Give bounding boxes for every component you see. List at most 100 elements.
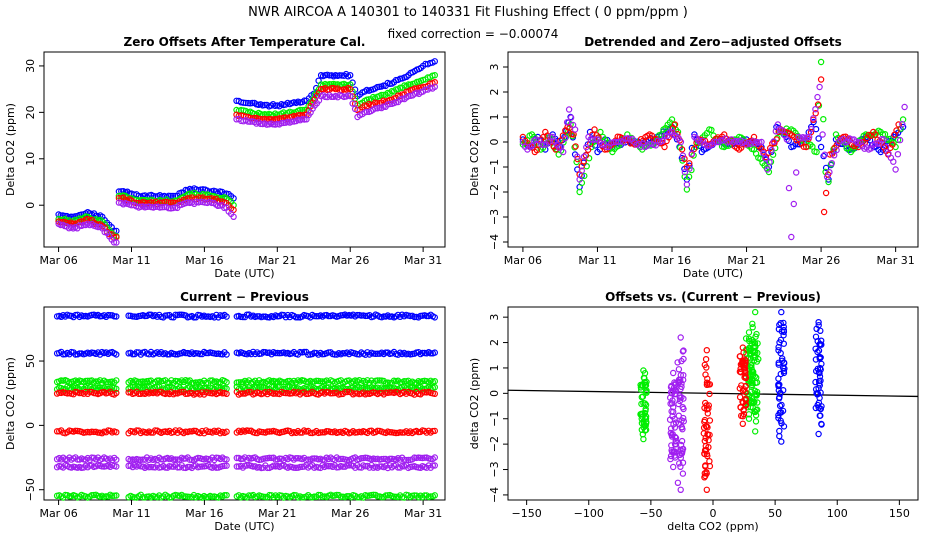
data-point xyxy=(431,384,438,391)
data-point xyxy=(708,126,715,134)
data-point xyxy=(766,158,773,166)
data-point xyxy=(890,158,897,165)
x-axis-label: delta CO2 (ppm) xyxy=(667,520,758,533)
data-point xyxy=(822,189,830,197)
data-point xyxy=(165,204,172,212)
data-point xyxy=(745,345,753,352)
data-point xyxy=(256,383,263,390)
data-point xyxy=(702,434,709,442)
data-point xyxy=(681,168,689,176)
data-point xyxy=(800,143,808,150)
data-point xyxy=(223,379,230,386)
y-tick-label: −2 xyxy=(488,436,501,452)
data-point xyxy=(788,233,795,241)
data-point xyxy=(780,364,787,372)
data-point xyxy=(821,151,829,158)
data-point xyxy=(737,369,745,376)
data-point xyxy=(572,143,579,150)
data-point xyxy=(292,464,300,471)
data-point xyxy=(562,134,569,142)
data-point xyxy=(638,426,646,433)
data-point xyxy=(895,121,902,128)
data-point xyxy=(328,84,335,92)
data-point xyxy=(737,365,744,372)
y-tick-label: −4 xyxy=(488,234,501,250)
page-title: NWR AIRCOA A 140301 to 140331 Fit Flushi… xyxy=(248,5,688,20)
data-point xyxy=(317,85,325,93)
data-point xyxy=(751,387,759,394)
data-point xyxy=(125,462,132,469)
data-point xyxy=(677,486,684,493)
data-point xyxy=(812,109,819,117)
data-point xyxy=(896,136,904,144)
data-point xyxy=(831,152,838,159)
data-point xyxy=(748,371,755,378)
data-point xyxy=(113,239,120,246)
data-point xyxy=(672,419,680,426)
data-point xyxy=(254,313,261,320)
data-point xyxy=(427,455,434,463)
data-point xyxy=(803,143,810,151)
data-point xyxy=(580,153,588,160)
data-point xyxy=(266,428,273,435)
data-point xyxy=(239,390,247,397)
x-tick-label: Mar 21 xyxy=(258,254,296,267)
data-point xyxy=(752,418,760,425)
data-point xyxy=(641,422,648,429)
series-blue xyxy=(53,311,438,358)
data-point xyxy=(752,308,759,316)
data-point xyxy=(221,462,228,469)
data-point xyxy=(814,348,821,356)
data-point xyxy=(382,349,389,356)
data-point xyxy=(574,153,581,160)
x-tick-label: Mar 26 xyxy=(331,507,369,520)
data-point xyxy=(339,463,347,470)
data-point xyxy=(184,463,191,471)
x-tick-label: Mar 31 xyxy=(404,254,442,267)
data-point xyxy=(671,449,678,456)
data-point xyxy=(880,136,887,143)
data-point xyxy=(206,377,214,384)
data-point xyxy=(390,493,398,500)
data-point xyxy=(560,148,567,156)
data-point xyxy=(398,429,406,436)
data-point xyxy=(774,121,782,128)
data-point xyxy=(233,463,240,470)
data-point xyxy=(431,314,438,321)
data-point xyxy=(815,322,822,329)
data-point xyxy=(372,105,379,112)
data-point xyxy=(679,404,686,411)
x-tick-label: Mar 16 xyxy=(185,507,223,520)
data-point xyxy=(793,169,800,176)
data-point xyxy=(680,418,688,425)
data-point xyxy=(768,146,775,154)
x-tick-label: Mar 21 xyxy=(727,254,765,267)
data-point xyxy=(303,390,310,398)
x-tick-label: −50 xyxy=(639,507,662,520)
data-point xyxy=(814,101,822,108)
data-point xyxy=(670,369,677,377)
data-point xyxy=(431,462,438,469)
data-point xyxy=(775,414,782,422)
panel-title: Detrended and Zero−adjusted Offsets xyxy=(584,35,842,49)
data-point xyxy=(748,381,756,389)
data-point xyxy=(327,390,334,397)
data-point xyxy=(176,311,183,318)
data-point xyxy=(779,407,787,415)
data-point xyxy=(661,143,668,151)
data-point xyxy=(186,428,193,435)
data-point xyxy=(307,429,314,437)
data-point xyxy=(172,351,179,358)
data-point xyxy=(749,320,756,327)
data-point xyxy=(92,378,100,385)
data-point xyxy=(747,355,755,362)
data-point xyxy=(777,320,784,327)
data-point xyxy=(678,383,685,390)
panel-title: Zero Offsets After Temperature Cal. xyxy=(124,35,366,49)
data-point xyxy=(775,343,782,351)
data-point xyxy=(882,143,890,151)
data-point xyxy=(309,455,316,462)
data-point xyxy=(376,463,383,470)
data-point xyxy=(814,93,821,101)
data-point xyxy=(106,312,114,319)
